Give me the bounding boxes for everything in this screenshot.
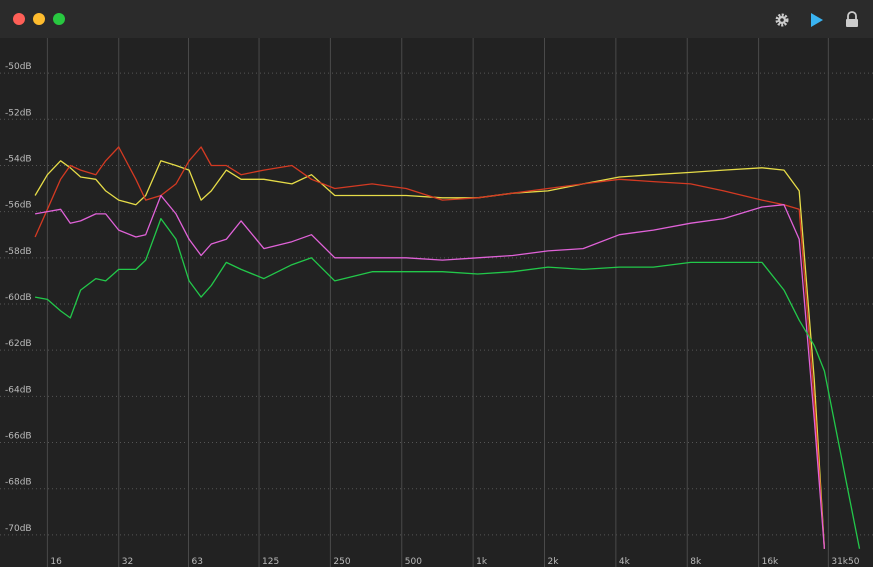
play-icon[interactable] — [811, 13, 823, 27]
x-tick-label: 2k — [548, 557, 560, 567]
close-button[interactable] — [13, 13, 25, 25]
x-tick-label: 16k — [762, 557, 779, 567]
y-tick-label: -56dB — [5, 201, 32, 211]
y-tick-label: -70dB — [5, 524, 32, 534]
lines — [34, 146, 861, 549]
x-tick-label: 8k — [690, 557, 702, 567]
y-tick-label: -60dB — [5, 293, 32, 303]
y-tick-label: -50dB — [5, 62, 32, 72]
spectrum-line — [34, 194, 826, 549]
y-tick-label: -68dB — [5, 478, 32, 488]
labels: -50dB -52dB -54dB -56dB -58dB -60dB -62dB -64dB… — [5, 62, 860, 567]
zoom-button[interactable] — [53, 13, 65, 25]
y-tick-label: -64dB — [5, 385, 32, 395]
x-tick-label: 500 — [405, 557, 422, 567]
y-tick-label: -52dB — [5, 108, 32, 118]
plot-area — [0, 38, 873, 567]
lock-icon[interactable] — [846, 11, 858, 27]
x-tick-label: 4k — [619, 557, 631, 567]
x-tick-label: 250 — [333, 557, 350, 567]
x-tick-label: 32 — [122, 557, 133, 567]
y-tick-label: -66dB — [5, 432, 32, 442]
spectrum-line — [34, 217, 861, 549]
minimize-button[interactable] — [33, 13, 45, 25]
settings-icon[interactable] — [775, 13, 789, 27]
x-tick-label: 63 — [191, 557, 202, 567]
title-bar — [0, 0, 873, 38]
x-tick-label: 16 — [50, 557, 62, 567]
y-tick-label: -62dB — [5, 339, 32, 349]
grid — [0, 38, 873, 567]
y-tick-label: -54dB — [5, 154, 32, 164]
x-tick-label: 125 — [262, 557, 279, 567]
x-tick-label: 31k50 — [831, 557, 859, 567]
spectrum-line — [34, 146, 826, 549]
spectrum-line — [34, 160, 826, 549]
x-tick-label: 1k — [476, 557, 488, 567]
y-tick-label: -58dB — [5, 247, 32, 257]
